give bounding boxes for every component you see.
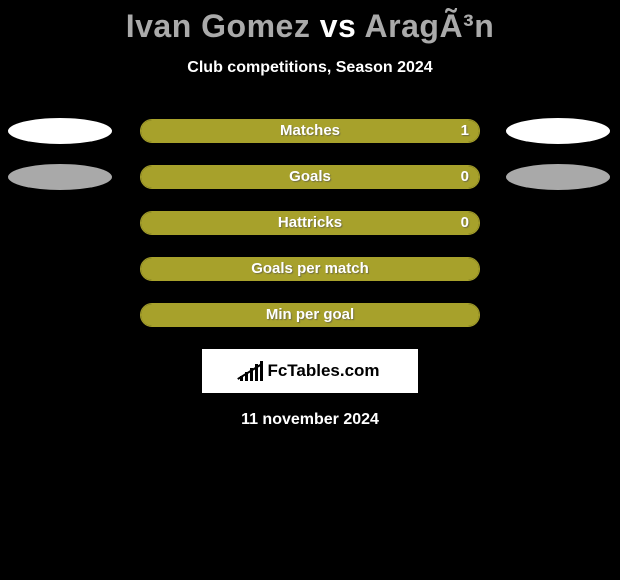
title-player1: Ivan Gomez [126, 8, 320, 44]
page-title: Ivan Gomez vs AragÃ³n [0, 8, 620, 45]
stat-label: Min per goal [141, 304, 479, 326]
logo-box: FcTables.com [202, 349, 418, 393]
stat-row: Min per goal [0, 303, 620, 327]
logo-text: FcTables.com [267, 361, 379, 381]
stat-bar: Hattricks 0 [140, 211, 480, 235]
stat-row: Hattricks 0 [0, 211, 620, 235]
stat-row: Goals 0 [0, 165, 620, 189]
stat-label: Hattricks [141, 212, 479, 234]
right-marker [506, 118, 610, 144]
subtitle: Club competitions, Season 2024 [0, 59, 620, 77]
stat-value: 0 [461, 212, 469, 234]
left-marker [8, 118, 112, 144]
stat-row: Goals per match [0, 257, 620, 281]
stat-row: Matches 1 [0, 119, 620, 143]
stat-label: Matches [141, 120, 479, 142]
footer-date: 11 november 2024 [0, 411, 620, 429]
right-marker [506, 164, 610, 190]
left-marker [8, 164, 112, 190]
stat-label: Goals [141, 166, 479, 188]
stat-value: 1 [461, 120, 469, 142]
stat-bar: Goals per match [140, 257, 480, 281]
stat-bar: Min per goal [140, 303, 480, 327]
title-vs: vs [320, 8, 357, 44]
logo-chart-icon [240, 361, 263, 381]
stat-rows: Matches 1 Goals 0 Hattricks 0 [0, 119, 620, 327]
comparison-widget: Ivan Gomez vs AragÃ³n Club competitions,… [0, 0, 620, 429]
stat-label: Goals per match [141, 258, 479, 280]
stat-bar: Matches 1 [140, 119, 480, 143]
stat-bar: Goals 0 [140, 165, 480, 189]
title-player2: AragÃ³n [356, 8, 494, 44]
stat-value: 0 [461, 166, 469, 188]
